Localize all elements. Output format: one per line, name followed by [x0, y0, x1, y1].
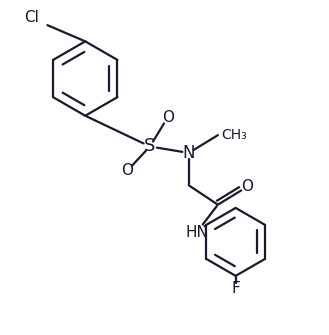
Text: O: O — [121, 163, 133, 178]
Text: O: O — [162, 110, 174, 125]
Text: CH₃: CH₃ — [221, 128, 247, 142]
Text: O: O — [241, 180, 253, 194]
Text: HN: HN — [186, 225, 208, 240]
Text: N: N — [183, 144, 195, 162]
Text: Cl: Cl — [24, 10, 39, 24]
Text: F: F — [231, 281, 240, 296]
Text: S: S — [144, 137, 156, 155]
